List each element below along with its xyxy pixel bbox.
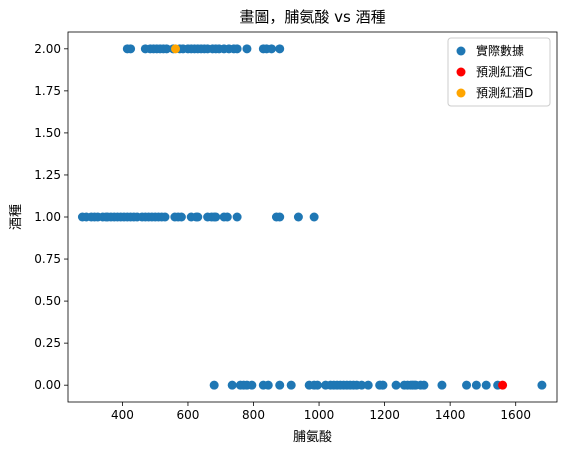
y-tick-label-2: 0.50 [34,294,61,308]
x-tick-label-4: 1200 [369,408,400,422]
point-series-0-111 [471,380,481,390]
point-series-0-70 [275,212,285,222]
y-axis: 0.00 0.25 0.50 0.75 1.00 1.25 1.50 1.75 2.00 [34,42,68,392]
point-series-0-97 [363,380,373,390]
point-series-0-81 [275,380,285,390]
legend-marker-2 [456,88,466,98]
point-series-0-67 [222,212,232,222]
point-series-0-61 [193,212,203,222]
point-series-0-80 [263,380,273,390]
y-tick-label-8: 2.00 [34,42,61,56]
x-tick-label-2: 800 [242,408,265,422]
legend-marker-0 [456,46,466,56]
point-series-0-1 [126,44,136,54]
chart-title: 畫圖，脯氨酸 vs 酒種 [239,8,385,26]
legend-marker-1 [456,67,466,77]
y-tick-label-3: 0.75 [34,252,61,266]
point-series-0-71 [293,212,303,222]
point-series-0-100 [391,380,401,390]
legend-box [447,37,551,107]
y-tick-label-6: 1.50 [34,126,61,140]
point-series-0-73 [209,380,219,390]
point-series-0-55 [160,212,170,222]
point-series-0-96 [357,380,367,390]
y-axis-label: 酒種 [8,204,24,230]
x-axis-label: 脯氨酸 [293,430,332,445]
plot-area [67,31,558,403]
x-axis: 400 600 800 1000 1200 1400 1600 [111,402,531,422]
y-tick-label-0: 0.00 [34,378,61,392]
point-series-0-72 [309,212,319,222]
legend-label-0: 實際數據 [476,43,524,58]
point-series-0-25 [232,44,242,54]
point-series-0-110 [462,380,472,390]
point-series-1-0 [498,380,508,390]
x-tick-label-0: 400 [111,408,134,422]
point-series-0-82 [286,380,296,390]
point-series-0-114 [537,380,547,390]
point-series-0-29 [267,44,277,54]
point-series-0-68 [232,212,242,222]
point-series-0-58 [176,212,186,222]
point-series-0-30 [275,44,285,54]
y-tick-label-1: 0.25 [34,336,61,350]
x-tick-label-3: 1000 [304,408,335,422]
y-tick-label-5: 1.25 [34,168,61,182]
y-tick-label-4: 1.00 [34,210,61,224]
x-tick-label-6: 1600 [500,408,531,422]
point-series-0-65 [211,212,221,222]
point-series-0-108 [419,380,429,390]
point-series-0-8 [162,44,172,54]
point-series-2-0 [171,44,181,54]
legend-label-1: 預測紅酒C [476,65,532,79]
point-series-0-112 [481,380,491,390]
point-series-0-26 [242,44,252,54]
legend-label-2: 預測紅酒D [476,86,533,100]
point-series-0-74 [227,380,237,390]
point-series-0-85 [312,380,322,390]
point-series-0-78 [247,380,257,390]
y-tick-label-7: 1.75 [34,84,61,98]
point-series-0-99 [378,380,388,390]
x-tick-label-1: 600 [177,408,200,422]
x-tick-label-5: 1400 [435,408,466,422]
point-series-0-109 [437,380,447,390]
